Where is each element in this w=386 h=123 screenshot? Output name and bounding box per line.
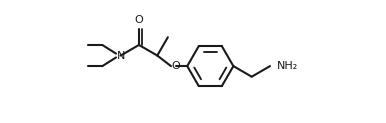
Text: N: N — [117, 51, 125, 61]
Text: O: O — [171, 61, 180, 71]
Text: NH₂: NH₂ — [277, 61, 298, 71]
Text: O: O — [135, 15, 143, 25]
